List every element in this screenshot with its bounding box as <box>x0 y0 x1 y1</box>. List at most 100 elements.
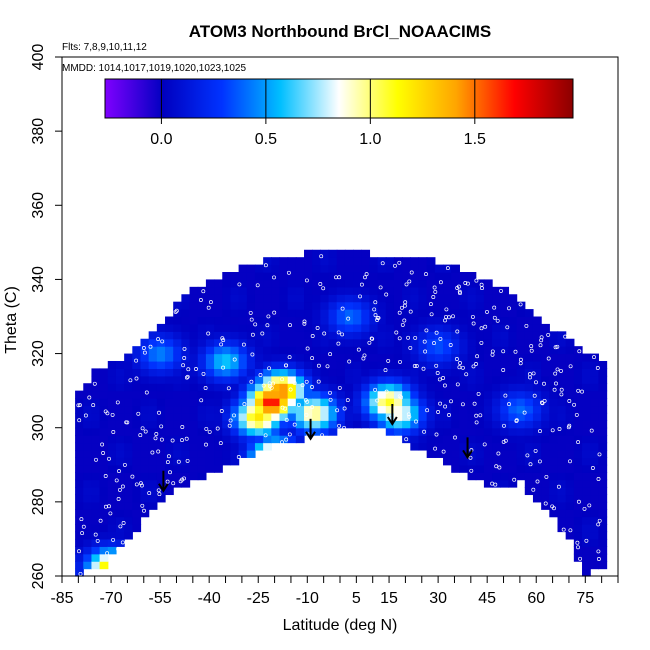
heatmap-cell <box>418 368 428 377</box>
heatmap-cell <box>590 553 599 562</box>
sample-point <box>449 399 453 404</box>
heatmap-cell <box>271 346 281 355</box>
sample-point <box>409 270 414 275</box>
heatmap-cell <box>254 316 264 325</box>
sample-point <box>557 427 562 431</box>
heatmap-cell <box>598 390 608 399</box>
heatmap-cell <box>582 442 591 451</box>
heatmap-cell <box>582 435 591 444</box>
heatmap-cell <box>83 398 93 407</box>
heatmap-cell <box>238 368 248 377</box>
heatmap-cell <box>434 353 444 362</box>
heatmap-cell <box>214 457 223 466</box>
heatmap-cell <box>549 435 559 444</box>
heatmap-cell <box>271 398 281 407</box>
heatmap-cell <box>263 294 272 303</box>
heatmap-cell <box>132 487 142 496</box>
heatmap-cell <box>230 360 240 369</box>
sample-point <box>457 365 462 370</box>
heatmap-cell <box>75 501 84 510</box>
heatmap-cell <box>304 420 313 429</box>
heatmap-cell <box>263 279 272 288</box>
heatmap-cell <box>385 286 395 295</box>
heatmap-cell <box>83 538 93 547</box>
sample-point <box>364 272 369 277</box>
sample-point <box>287 355 292 360</box>
heatmap-cell <box>369 405 379 414</box>
heatmap-cell <box>353 272 362 281</box>
heatmap-cell <box>353 309 362 318</box>
heatmap-cell <box>328 412 338 421</box>
sample-point <box>139 483 144 488</box>
sample-point <box>589 428 594 433</box>
heatmap-cell <box>369 323 379 332</box>
heatmap-cell <box>107 524 117 533</box>
heatmap-cell <box>369 272 379 281</box>
descent-arrow-head <box>462 449 473 460</box>
heatmap-cell <box>295 390 305 399</box>
heatmap-cell <box>573 442 583 451</box>
heatmap-cell <box>189 331 199 340</box>
heatmap-cell <box>361 412 371 421</box>
sample-point <box>141 346 146 350</box>
heatmap-cell <box>238 353 248 362</box>
heatmap-cell <box>181 331 191 340</box>
sample-point <box>408 345 413 350</box>
heatmap-cell <box>459 331 469 340</box>
sample-point <box>584 538 589 543</box>
heatmap-cell <box>451 309 460 318</box>
heatmap-cell <box>467 398 477 407</box>
sample-point <box>412 364 417 368</box>
sample-point <box>76 403 81 408</box>
heatmap-cell <box>369 331 379 340</box>
sample-point <box>288 323 292 328</box>
sample-point <box>513 349 518 354</box>
heatmap-cell <box>361 323 371 332</box>
heatmap-cell <box>295 286 305 295</box>
sample-point <box>266 314 271 319</box>
heatmap-cell <box>451 368 460 377</box>
heatmap-cell <box>263 257 272 266</box>
heatmap-cell <box>238 390 248 399</box>
sample-point <box>460 365 465 370</box>
sample-point <box>518 357 523 362</box>
heatmap-cell <box>336 249 346 258</box>
heatmap-cell <box>492 294 501 303</box>
heatmap-cell <box>246 286 256 295</box>
heatmap-cell <box>508 479 518 488</box>
heatmap-cell <box>483 301 493 310</box>
heatmap-cell <box>598 464 608 473</box>
sample-point <box>534 380 538 385</box>
heatmap-cell <box>565 524 575 533</box>
heatmap-cell <box>124 420 133 429</box>
heatmap-cell <box>205 353 215 362</box>
heatmap-cell <box>467 464 477 473</box>
heatmap-cell <box>353 301 362 310</box>
heatmap-cell <box>189 346 199 355</box>
heatmap-cell <box>91 420 101 429</box>
heatmap-cell <box>165 435 174 444</box>
heatmap-cell <box>508 427 518 436</box>
heatmap-cell <box>230 331 240 340</box>
heatmap-cell <box>107 398 117 407</box>
heatmap-cell <box>320 264 330 273</box>
heatmap-cell <box>99 464 109 473</box>
sample-point <box>552 387 557 392</box>
heatmap-cell <box>377 264 387 273</box>
heatmap-cell <box>532 346 542 355</box>
heatmap-cell <box>214 338 223 347</box>
heatmap-cell <box>410 353 420 362</box>
heatmap-cell <box>295 316 305 325</box>
heatmap-cell <box>532 435 542 444</box>
heatmap-cell <box>402 405 411 414</box>
colorbar-ramp <box>104 78 574 119</box>
heatmap-cell <box>238 420 248 429</box>
heatmap-cell <box>573 420 583 429</box>
heatmap-cell <box>361 338 371 347</box>
sample-point <box>255 283 260 288</box>
heatmap-cell <box>532 457 542 466</box>
heatmap-cell <box>475 331 485 340</box>
sample-point <box>375 398 380 403</box>
heatmap-cell <box>173 360 182 369</box>
heatmap-cell <box>565 383 575 392</box>
